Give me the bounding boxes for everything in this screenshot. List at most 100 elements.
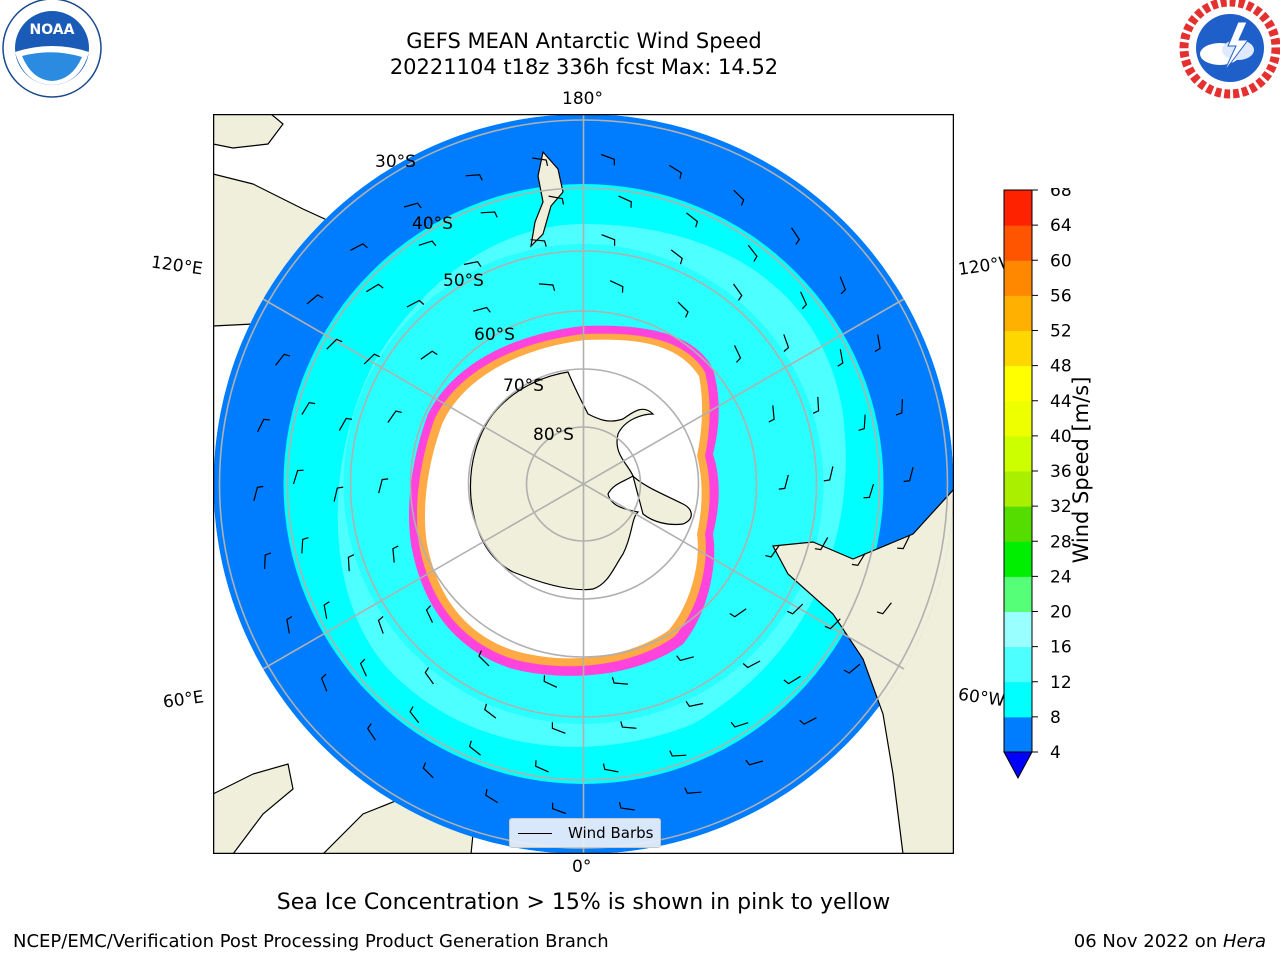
wind-barb [742,660,761,669]
wind-barb [552,802,567,815]
noaa-logo: NOAA [2,0,102,98]
wind-barb [686,212,699,228]
lon-label-120e: 120°E [149,252,204,280]
wind-barb [676,655,694,662]
lat-label-40s: 40°S [412,214,453,234]
map-legend: Wind Barbs [509,818,661,848]
map-subtitle: 20221104 t18z 336h fcst Max: 14.52 [389,55,779,79]
colorbar-band [1004,435,1032,472]
colorbar-tick-label: 64 [1050,216,1072,236]
wind-barb [286,615,293,634]
footer-date-text: 06 Nov 2022 on [1073,931,1223,952]
colorbar-tick-label: 52 [1050,322,1072,342]
colorbar-band [1004,365,1032,402]
wind-barb [601,234,616,246]
lat-label-60s: 60°S [474,325,515,345]
wind-barb [799,717,817,725]
colorbar-tick-label: 20 [1050,603,1072,623]
colorbar-band [1004,646,1032,683]
land-australia [213,114,284,149]
wind-barb [858,414,866,431]
wind-barb [424,667,434,685]
map-title: GEFS MEAN Antarctic Wind Speed [406,29,762,53]
colorbar-band [1004,225,1032,261]
wind-barb [733,283,743,301]
wind-barb [292,469,304,485]
wind-barb [326,338,343,350]
wind-barb [363,353,380,365]
wind-barb [618,801,635,811]
wind-barb [814,537,829,551]
colorbar-tick-label: 48 [1050,357,1072,377]
wind-barb [745,759,764,766]
wind-barb [824,618,841,630]
wind-barb [422,762,434,779]
colorbar-tick-label: 60 [1050,251,1072,271]
wind-barb [535,760,549,773]
colorbar-band [1004,330,1032,367]
wind-barb [791,227,801,245]
footer-branch: NCEP/EMC/Verification Post Processing Pr… [13,931,609,952]
wind-barb [851,553,866,567]
wind-barb [484,703,497,719]
colorbar-tick-label: 36 [1050,462,1072,482]
wind-barb [783,675,801,685]
wind-barb [618,195,632,208]
wind-barb [839,276,847,295]
wind-barb [733,189,745,206]
wind-barb [685,700,704,707]
wind-barb [812,396,820,414]
colorbar-tick-label: 12 [1050,673,1072,693]
wind-barb [787,603,804,615]
wind-barb [551,722,566,734]
colorbar-band [1004,506,1032,542]
wind-barb [387,410,402,423]
wind-barb [306,294,324,305]
wind-barb [765,545,780,558]
colorbar-band [1004,576,1032,612]
wind-barb [409,706,420,724]
noaa-logo-text: NOAA [30,22,75,38]
wind-barb [301,401,316,415]
colorbar-tick-label: 32 [1050,497,1072,517]
colorbar-tick-label: 4 [1050,743,1061,763]
wind-barb [669,750,687,757]
wind-barb [538,283,556,291]
wind-barb [347,554,355,572]
wind-barb [257,418,270,433]
wind-barb [377,616,384,634]
wind-barb [264,552,272,570]
wind-barb [620,721,637,729]
colorbar-label: Wind Speed [m/s] [1069,376,1093,564]
colorbar-band [1004,260,1032,296]
wind-barb [543,675,558,688]
colorbar-band [1004,716,1032,753]
wind-barb [730,721,749,728]
land-antarctic-peninsula [631,474,692,526]
wind-barb [366,723,376,741]
wind-barb [403,202,422,209]
legend-label: Wind Barbs [568,824,654,842]
colorbar-tick-label: 28 [1050,532,1072,552]
lat-label-50s: 50°S [443,271,484,291]
wind-barb [350,243,368,251]
lat-label-80s: 80°S [533,425,574,445]
nws-logo [1179,0,1280,99]
wind-barb [733,345,742,363]
wind-barb [768,405,775,423]
wind-barb [863,483,875,499]
lon-label-60e: 60°E [161,687,206,713]
sea-ice-note: Sea Ice Concentration > 15% is shown in … [276,890,891,915]
wind-barb [473,306,491,313]
wind-barb [602,763,619,773]
lon-label-60w: 60°W [956,684,1007,712]
wind-barb [747,244,758,262]
wind-barb [253,485,264,501]
wind-barb [468,740,481,756]
wind-barb [406,299,425,308]
colorbar-band [1004,295,1032,331]
wind-barb [600,153,615,166]
colorbar-extend-arrow [1003,751,1033,780]
wind-barbs [253,153,914,815]
colorbar-band [1004,400,1032,437]
